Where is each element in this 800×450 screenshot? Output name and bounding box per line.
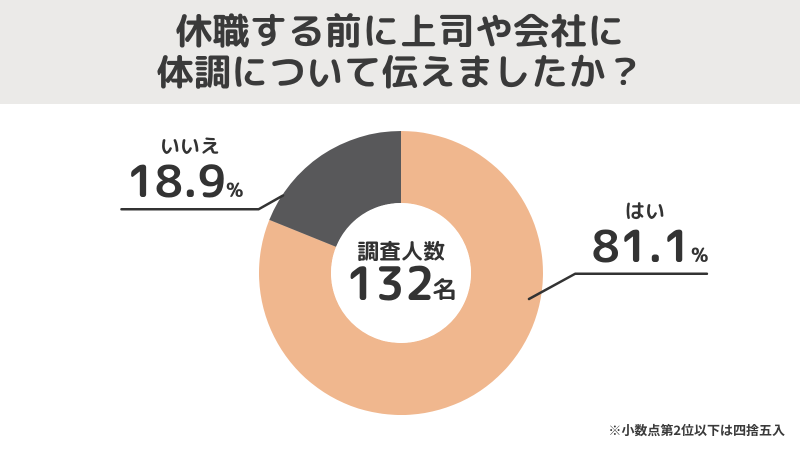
svg-text:81.1%: 81.1% (592, 216, 709, 277)
svg-text:18.9%: 18.9% (127, 151, 244, 212)
